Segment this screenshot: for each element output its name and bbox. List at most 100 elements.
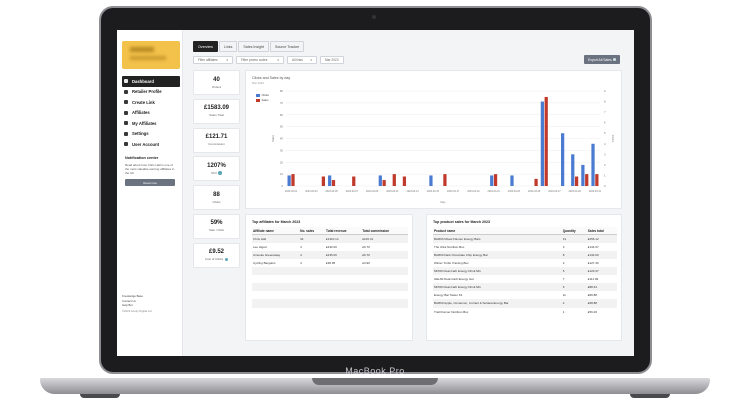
sidebar-item-dashboard[interactable]: Dashboard xyxy=(122,76,180,87)
x-tick-label: 2023-03-19 xyxy=(467,190,480,193)
laptop-notch xyxy=(312,378,438,385)
table-cell xyxy=(324,299,362,308)
table-row[interactable]: Cycling Bargains 3 £38.95 £3.90 xyxy=(252,259,408,267)
table-cell xyxy=(252,291,299,299)
sidebar-item-affiliates[interactable]: Affiliates xyxy=(122,108,180,119)
bar-sales xyxy=(585,174,589,186)
help-bot-link[interactable]: Help Bot xyxy=(122,303,133,308)
table-row[interactable]: Energy Bar Taster Kit 11 £80.88 xyxy=(433,291,617,299)
export-all-sales-button[interactable]: Export All Sales xyxy=(584,55,620,64)
knowledge-base-link[interactable]: Knowledge Base xyxy=(122,294,143,298)
table-cell: Energy Bar Taster Kit xyxy=(434,293,463,298)
x-tick-label: 2023-03-29 xyxy=(569,190,582,193)
y-tick-label-right: 6 xyxy=(604,121,606,125)
contact-us-link[interactable]: Contact Us xyxy=(122,298,136,303)
table-cell xyxy=(361,299,408,308)
table-cell xyxy=(252,308,299,316)
table-cell: Lee Higett xyxy=(253,244,267,249)
column-header[interactable]: Quantity xyxy=(561,227,587,236)
bar-clicks xyxy=(571,154,575,186)
legend-item-clicks[interactable]: Clicks xyxy=(256,93,269,98)
table-row[interactable]: Lee Higett 4 £232.00 £6.70 xyxy=(252,243,408,251)
stat-value: 59% xyxy=(210,220,223,227)
tab-overview[interactable]: Overview xyxy=(193,41,218,52)
stat-value: £121.71 xyxy=(205,134,228,141)
sidebar-item-user-account[interactable]: User Account xyxy=(122,139,180,150)
filter-affiliates-select[interactable]: Filter affiliates ▾ xyxy=(193,56,233,64)
clicks-sales-chart: Clicks and Sales by day Mar 2023 Clicks … xyxy=(245,70,622,209)
table-row[interactable]: BAR60 Dark Chocolate Chip Energy Bar 8 £13… xyxy=(433,250,617,259)
all-links-select[interactable]: All links ▾ xyxy=(287,56,317,64)
sidebar: Dashboard Retailer Profile Create Link Affi… xyxy=(117,30,183,356)
bar-clicks xyxy=(490,175,494,186)
info-icon[interactable] xyxy=(224,257,229,262)
table-cell xyxy=(324,267,362,276)
table-row[interactable]: Chris Hall 34 £1310.14 £106.41 xyxy=(252,234,408,243)
stat-card-roi: 1207% ROI xyxy=(193,156,240,182)
table-cell: 4 xyxy=(300,244,302,249)
table-cell: 8 xyxy=(561,250,587,259)
stat-label: Cost of Clicks xyxy=(205,257,229,262)
stat-label: Clicks xyxy=(213,200,221,204)
products-table-title: Top product sales for March 2023 xyxy=(433,220,491,224)
table-cell xyxy=(361,267,408,276)
filter-promo-codes-select[interactable]: Filter promo codes ▾ xyxy=(236,56,284,64)
top-affiliates-panel: Top affiliates for March 2023 Affiliate … xyxy=(245,214,413,341)
stat-card-orders: 40 Orders xyxy=(193,70,240,95)
table-row[interactable]: BAR60 Apple, Cinnamon, Currant & Sultana… xyxy=(433,299,617,308)
table-row[interactable]: BAR60 Mixed Flavour Energy Bars 13 £256.12 xyxy=(433,234,617,243)
table-row[interactable]: Amuoke Greenaway 4 £235.00 £6.70 xyxy=(252,250,408,259)
column-header[interactable]: Affiliate name xyxy=(252,227,300,236)
y-tick-label-left: 30 xyxy=(280,148,284,152)
table-cell: £106.41 xyxy=(361,234,408,243)
tab-sales-insight[interactable]: Sales Insight xyxy=(238,41,269,52)
dashboard-icon xyxy=(124,79,128,84)
table-cell xyxy=(361,283,408,292)
column-header[interactable]: Product name xyxy=(433,227,562,236)
tab-links[interactable]: Links xyxy=(218,41,238,52)
legend-item-sales[interactable]: Sales xyxy=(256,98,269,103)
y-tick-label-right: 7 xyxy=(604,110,606,114)
stat-label: Sale / Click xyxy=(209,228,224,232)
y-tick-label-right: 3 xyxy=(604,152,606,156)
table-cell xyxy=(299,283,325,292)
sidebar-item-settings[interactable]: Settings xyxy=(122,129,180,140)
column-header[interactable]: Sales total xyxy=(586,227,617,236)
table-row[interactable]: Trail Runner Nutrition Box 1 £56.29 xyxy=(433,308,617,316)
bar-sales xyxy=(493,174,498,186)
table-cell xyxy=(299,299,325,308)
sidebar-item-my-affiliates[interactable]: My Affiliates xyxy=(122,118,180,129)
table-row-empty xyxy=(252,299,408,308)
sidebar-item-retailer-profile[interactable]: Retailer Profile xyxy=(122,87,180,98)
bar-clicks xyxy=(540,101,544,186)
column-header[interactable]: Total commission xyxy=(361,227,408,236)
laptop-foot-left xyxy=(80,394,120,398)
table-row[interactable]: MIX60 Dual-Carb Energy Drink Mix 6 £88.44 xyxy=(433,283,617,292)
column-header[interactable]: No. sales xyxy=(299,227,325,236)
x-axis-label: Day xyxy=(441,200,447,204)
stat-label-text: Commission xyxy=(208,142,225,147)
table-row-empty xyxy=(252,283,408,292)
brand-logo[interactable] xyxy=(122,41,180,69)
y-axis-label-right: Clicks xyxy=(611,135,615,143)
table-row[interactable]: GEL60 Dual-Carb Energy Gel 7 £111.09 xyxy=(433,275,617,283)
info-icon[interactable] xyxy=(218,171,222,175)
sidebar-item-create-link[interactable]: Create Link xyxy=(122,97,180,108)
tab-source-tracker[interactable]: Source Tracker xyxy=(269,41,305,52)
stat-label-text: Sale / Click xyxy=(208,228,224,233)
read-now-button[interactable]: Read now xyxy=(125,179,175,186)
table-row[interactable]: MIX60 Dual-Carb Energy Drink Mix 5 £120.37 xyxy=(433,267,617,276)
y-tick-label-left: 80 xyxy=(280,89,284,93)
bar-clicks xyxy=(510,175,514,186)
table-row[interactable]: Winter Turbo Training Box 2 £127.46 xyxy=(433,259,617,267)
bar-sales xyxy=(331,180,336,186)
users-icon xyxy=(124,110,128,115)
y-tick-label-right: 0 xyxy=(604,184,606,188)
laptop-base xyxy=(40,378,710,394)
products-table: Product name Quantity Sales total BAR60 Mix… xyxy=(433,227,617,316)
table-row[interactable]: The Ultra Nutrition Box 3 £134.97 xyxy=(433,243,617,251)
table-cell: £6.70 xyxy=(361,250,408,259)
table-cell: MIX60 Dual-Carb Energy Drink Mix xyxy=(433,283,562,292)
column-header[interactable]: Total revenue xyxy=(324,227,362,236)
month-picker[interactable]: Mar 2023 xyxy=(320,56,344,64)
